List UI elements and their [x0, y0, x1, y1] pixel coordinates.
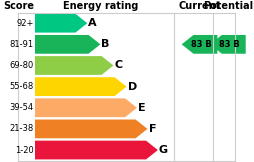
Polygon shape: [35, 141, 157, 159]
Polygon shape: [35, 35, 100, 54]
Text: 83 B: 83 B: [190, 40, 211, 49]
Text: 55-68: 55-68: [10, 82, 34, 91]
Text: Energy rating: Energy rating: [62, 1, 137, 11]
Text: G: G: [158, 145, 167, 155]
Polygon shape: [181, 35, 216, 54]
Text: 1-20: 1-20: [15, 145, 34, 155]
Text: F: F: [148, 124, 155, 134]
Text: E: E: [137, 103, 145, 113]
Text: 81-91: 81-91: [10, 40, 34, 49]
Polygon shape: [35, 56, 113, 75]
Text: 83 B: 83 B: [218, 40, 239, 49]
Text: D: D: [127, 82, 136, 92]
Text: 92+: 92+: [17, 19, 34, 28]
Polygon shape: [35, 120, 147, 138]
Text: B: B: [101, 39, 109, 49]
Text: C: C: [114, 60, 122, 70]
Text: 69-80: 69-80: [10, 61, 34, 70]
Text: Current: Current: [178, 1, 220, 11]
Text: 39-54: 39-54: [10, 103, 34, 112]
Polygon shape: [35, 14, 87, 33]
Text: 21-38: 21-38: [10, 124, 34, 133]
Polygon shape: [209, 35, 245, 54]
Polygon shape: [35, 77, 126, 96]
Text: A: A: [88, 18, 97, 28]
Text: Score: Score: [3, 1, 34, 11]
Text: Potential: Potential: [202, 1, 252, 11]
Polygon shape: [35, 98, 136, 117]
